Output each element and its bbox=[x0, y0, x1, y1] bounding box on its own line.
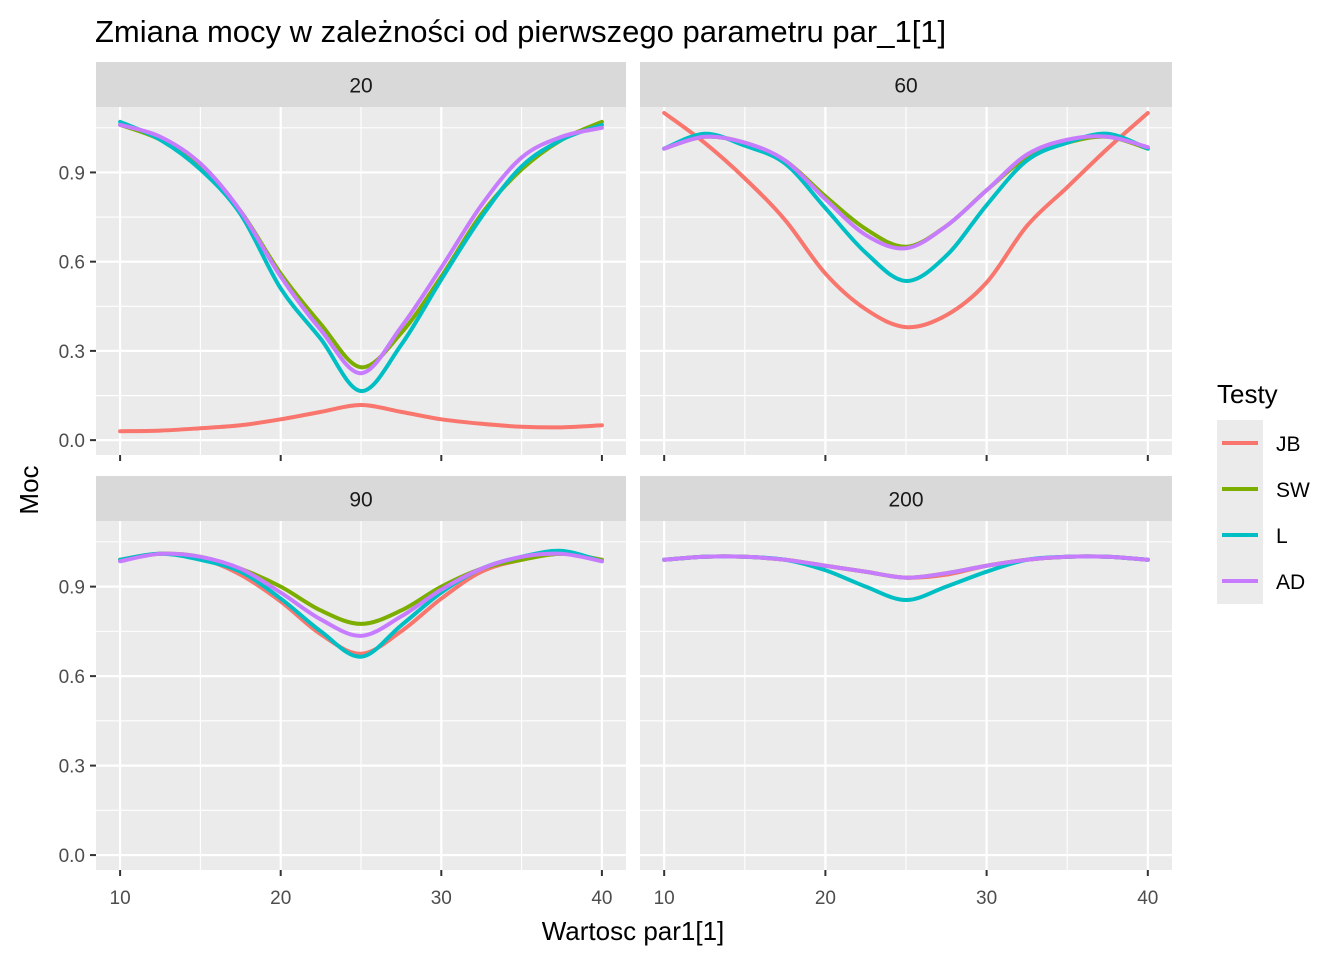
x-tick-label: 20 bbox=[270, 888, 291, 909]
series-line-ad bbox=[662, 134, 1150, 251]
y-tick-label: 0.0 bbox=[59, 431, 85, 452]
facet-strip bbox=[96, 62, 626, 107]
legend-item-sw: SW bbox=[1217, 466, 1310, 512]
facet-strip-label: 20 bbox=[349, 75, 372, 98]
y-tick-label: 0.6 bbox=[59, 667, 85, 688]
y-tick-label: 0.9 bbox=[59, 578, 85, 599]
facet-strip-label: 200 bbox=[888, 489, 923, 512]
series-line-ad bbox=[118, 122, 604, 376]
series-line-ad bbox=[662, 554, 1150, 580]
x-tick-label: 40 bbox=[1137, 888, 1158, 909]
x-tick-label: 30 bbox=[976, 888, 997, 909]
y-axis-label: Moc bbox=[14, 465, 44, 514]
series-line-jb bbox=[662, 110, 1150, 330]
x-axis-label: Wartosc par1[1] bbox=[542, 916, 725, 946]
facet-panel-60: 60 bbox=[640, 62, 1172, 461]
legend-label: L bbox=[1276, 525, 1288, 548]
facet-strip-label: 90 bbox=[349, 489, 372, 512]
x-tick-label: 30 bbox=[431, 888, 452, 909]
legend: JB SW L AD bbox=[1217, 420, 1310, 604]
legend-item-l: L bbox=[1217, 512, 1288, 558]
facet-panel-200: 200 10 20 30 40 bbox=[640, 476, 1172, 909]
facet-strip bbox=[640, 62, 1172, 107]
facet-panel-90: 90 0.0 0.3 0.6 0.9 10 20 30 40 bbox=[59, 476, 626, 909]
facet-strip-label: 60 bbox=[894, 75, 917, 98]
y-tick-label: 0.3 bbox=[59, 342, 85, 363]
y-tick-label: 0.0 bbox=[59, 846, 85, 867]
facet-strip bbox=[640, 476, 1172, 521]
facet-panel-20: 20 0.0 0.3 0.6 0.9 bbox=[59, 62, 626, 461]
legend-item-ad: AD bbox=[1217, 558, 1305, 604]
legend-label: SW bbox=[1276, 479, 1310, 502]
chart-title: Zmiana mocy w zależności od pierwszego p… bbox=[95, 14, 946, 49]
x-tick-label: 10 bbox=[110, 888, 131, 909]
series-line-jb bbox=[118, 403, 604, 434]
series-line-sw bbox=[118, 119, 604, 370]
x-tick-label: 10 bbox=[654, 888, 675, 909]
legend-label: JB bbox=[1276, 433, 1301, 456]
legend-item-jb: JB bbox=[1217, 420, 1301, 466]
x-tick-label: 40 bbox=[591, 888, 612, 909]
y-tick-label: 0.6 bbox=[59, 253, 85, 274]
legend-label: AD bbox=[1276, 571, 1305, 594]
legend-title: Testy bbox=[1217, 379, 1278, 409]
series-line-l bbox=[118, 119, 604, 394]
x-tick-label: 20 bbox=[815, 888, 836, 909]
series-line-ad bbox=[118, 551, 604, 638]
y-tick-label: 0.3 bbox=[59, 757, 85, 778]
facet-strip bbox=[96, 476, 626, 521]
series-line-l bbox=[662, 131, 1150, 284]
y-tick-label: 0.9 bbox=[59, 163, 85, 184]
